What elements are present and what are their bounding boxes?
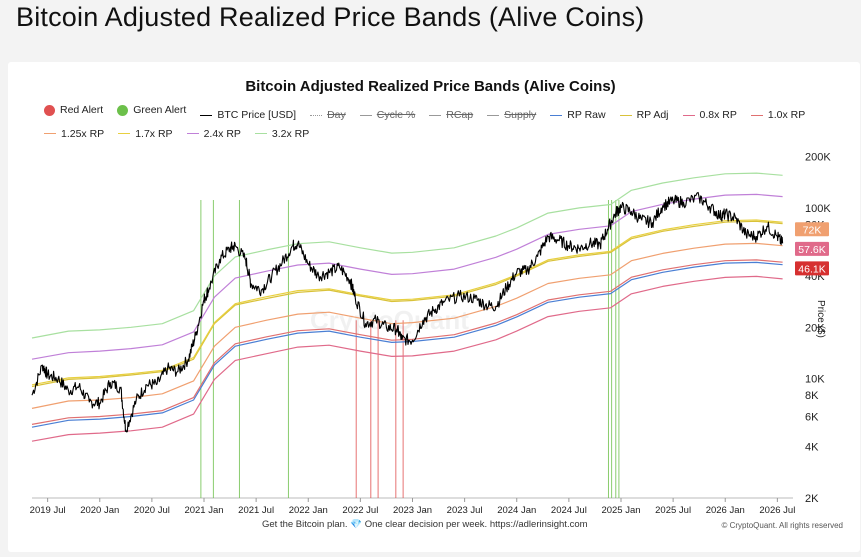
legend-swatch [200, 114, 213, 116]
y-tick-label: 20K [805, 322, 825, 334]
legend-label: Supply [504, 109, 537, 121]
series-2-4x-rp [31, 193, 783, 360]
y-tick-label: 8K [805, 390, 819, 402]
series-rp-raw [31, 261, 783, 428]
legend-item-3-2x-rp[interactable]: 3.2x RP [254, 126, 310, 142]
legend-label: Day [327, 109, 346, 121]
x-tick-label: 2025 Jan [601, 505, 640, 516]
legend-label: Red Alert [60, 104, 104, 116]
legend-swatch [118, 133, 131, 134]
legend-label: 1.7x RP [135, 127, 173, 140]
legend-label: RP Adj [636, 109, 669, 121]
legend-label: RP Raw [567, 109, 606, 121]
price-tag-label: 57.6K [798, 244, 825, 256]
footer-link[interactable]: https://adlerinsight.com [489, 519, 588, 530]
y-tick-label: 4K [805, 442, 819, 454]
x-tick-label: 2019 Jul [30, 505, 66, 516]
legend-swatch [619, 114, 632, 116]
legend-item-1-25x-rp[interactable]: 1.25x RP [44, 126, 104, 142]
legend-item-rcap[interactable]: RCap [429, 107, 473, 123]
x-tick-label: 2021 Jul [238, 505, 274, 516]
footer-text-2: One clear decision per week. [364, 519, 488, 530]
series-0-8x-rp [31, 275, 783, 442]
x-tick-label: 2026 Jul [759, 505, 795, 516]
x-tick-label: 2024 Jul [551, 505, 587, 516]
y-tick-label: 10K [805, 374, 825, 386]
legend-label: 1.0x RP [767, 109, 806, 121]
price-tag-label: 46.1K [798, 263, 825, 275]
series-3-2x-rp [31, 172, 783, 339]
footer: Get the Bitcoin plan. 💎 One clear decisi… [262, 519, 588, 530]
price-tag-bg [795, 222, 829, 237]
legend-item-rp-raw[interactable]: RP Raw [550, 107, 606, 123]
legend-item-green-alert[interactable]: Green Alert [117, 102, 186, 118]
legend-label: Green Alert [133, 104, 187, 116]
legend-item-btc-price-usd[interactable]: BTC Price [USD] [200, 107, 296, 123]
legend-swatch [750, 114, 763, 116]
legend-item-0-8x-rp[interactable]: 0.8x RP [682, 107, 737, 123]
legend-swatch [117, 104, 129, 116]
y-tick-label: 6K [805, 412, 819, 424]
x-tick-label: 2022 Jan [289, 505, 328, 516]
gem-icon: 💎 [350, 519, 363, 530]
legend-swatch [44, 133, 56, 134]
legend-item-day[interactable]: Day [310, 107, 346, 123]
series-1-25x-rp [31, 242, 783, 409]
legend-swatch [254, 133, 267, 134]
legend-label: 2.4x RP [203, 127, 241, 140]
y-axis-label: Price ($) [815, 300, 826, 338]
legend-swatch [487, 114, 500, 116]
legend-label: 3.2x RP [271, 127, 310, 140]
chart-legend: Red Alert Green Alert BTC Price [USD] Day Cy… [44, 102, 844, 142]
x-tick-label: 2025 Jul [655, 505, 691, 516]
legend-label: 0.8x RP [699, 109, 737, 121]
legend-label: Cycle % [376, 109, 416, 121]
series-btc-price [31, 191, 784, 433]
legend-item-rp-adj[interactable]: RP Adj [619, 107, 669, 123]
legend-swatch [429, 114, 442, 116]
x-tick-label: 2024 Jan [497, 505, 536, 516]
legend-item-2-4x-rp[interactable]: 2.4x RP [186, 126, 241, 142]
y-tick-label: 200K [805, 152, 831, 164]
price-tag-bg [795, 261, 829, 276]
legend-label: 1.25x RP [61, 127, 105, 140]
y-tick-label: 100K [805, 203, 831, 215]
price-tag-bg [795, 241, 829, 256]
legend-item-1-7x-rp[interactable]: 1.7x RP [118, 126, 173, 142]
series-1-7x-rp [31, 219, 783, 386]
x-tick-label: 2020 Jan [80, 505, 119, 516]
legend-swatch [359, 114, 372, 116]
x-tick-label: 2020 Jul [134, 505, 170, 516]
x-tick-label: 2023 Jan [393, 505, 432, 516]
legend-swatch [310, 114, 323, 116]
legend-label: RCap [446, 109, 474, 121]
page-title: Bitcoin Adjusted Realized Price Bands (A… [16, 2, 645, 32]
y-tick-label: 2K [805, 493, 819, 505]
series-rp-adj [31, 220, 783, 388]
legend-item-supply[interactable]: Supply [487, 107, 536, 123]
chart-title: Bitcoin Adjusted Realized Price Bands (A… [245, 78, 616, 95]
chart-card [8, 62, 860, 552]
x-tick-label: 2026 Jan [706, 505, 745, 516]
legend-swatch [186, 133, 199, 134]
legend-swatch [44, 104, 55, 116]
x-tick-label: 2022 Jul [342, 505, 378, 516]
price-tag-label: 72K [803, 224, 822, 236]
legend-item-cycle[interactable]: Cycle % [359, 107, 416, 123]
copyright: © CryptoQuant. All rights reserved [721, 521, 844, 530]
legend-label: BTC Price [USD] [217, 109, 297, 121]
legend-swatch [682, 114, 695, 116]
x-tick-label: 2021 Jan [184, 505, 223, 516]
legend-swatch [550, 114, 563, 116]
legend-item-1-0x-rp[interactable]: 1.0x RP [750, 107, 806, 123]
x-tick-label: 2023 Jul [447, 505, 483, 516]
legend-item-red-alert[interactable]: Red Alert [44, 102, 103, 118]
footer-text: Get the Bitcoin plan. [262, 519, 348, 530]
